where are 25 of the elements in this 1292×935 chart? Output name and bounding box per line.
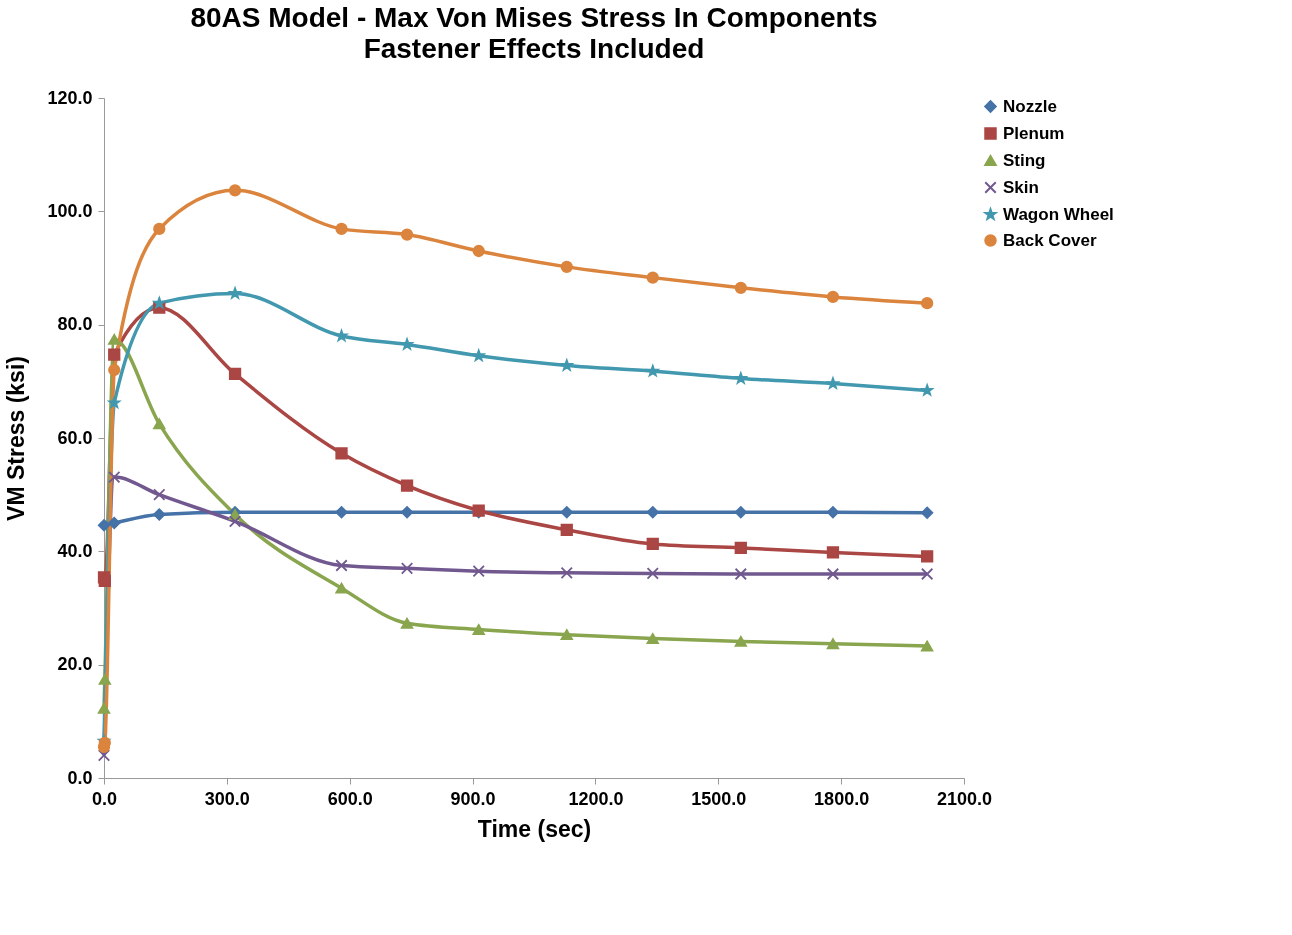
legend-label: Nozzle <box>1003 96 1057 116</box>
y-tick-label: 40.0 <box>57 540 93 561</box>
chart-title: 80AS Model - Max Von Mises Stress In Components <box>190 2 878 33</box>
legend-label: Plenum <box>1003 123 1065 143</box>
x-tick-label: 0.0 <box>91 788 118 809</box>
y-tick-label: 80.0 <box>57 314 93 335</box>
x-tick-label: 1500.0 <box>691 788 747 809</box>
y-tick-label: 0.0 <box>67 767 93 788</box>
y-tick-label: 60.0 <box>57 427 93 448</box>
x-tick-label: 1200.0 <box>568 788 624 809</box>
legend-label: Back Cover <box>1003 230 1097 250</box>
x-axis-title: Time (sec) <box>477 815 592 842</box>
y-axis-title: VM Stress (ksi) <box>3 356 30 521</box>
y-tick-label: 100.0 <box>47 200 93 221</box>
legend-label: Sting <box>1003 150 1046 170</box>
chart-subtitle: Fastener Effects Included <box>363 33 705 64</box>
x-tick-label: 300.0 <box>204 788 250 809</box>
y-tick-label: 20.0 <box>57 654 93 675</box>
x-tick-label: 1800.0 <box>814 788 870 809</box>
x-tick-label: 900.0 <box>450 788 496 809</box>
x-tick-label: 2100.0 <box>936 788 993 809</box>
legend-label: Wagon Wheel <box>1003 204 1114 224</box>
legend-label: Skin <box>1003 177 1039 197</box>
y-tick-label: 120.0 <box>47 87 93 108</box>
x-tick-label: 600.0 <box>327 788 373 809</box>
